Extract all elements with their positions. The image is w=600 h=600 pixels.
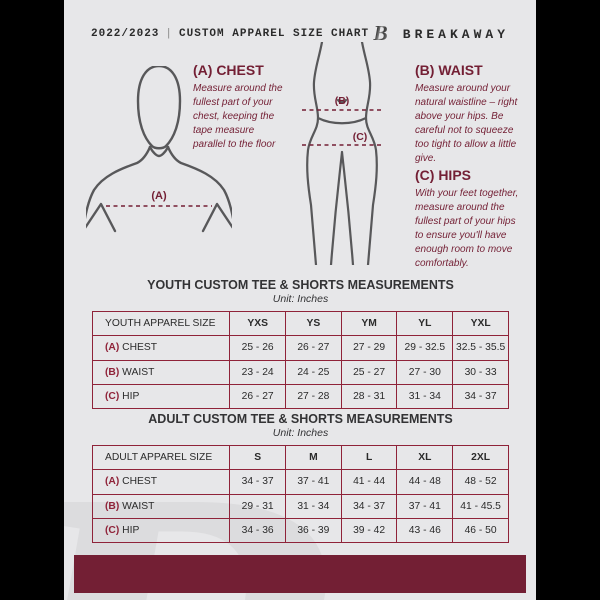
svg-text:(B): (B) xyxy=(335,95,350,107)
svg-text:(A): (A) xyxy=(151,190,167,202)
svg-text:(C): (C) xyxy=(353,131,368,143)
